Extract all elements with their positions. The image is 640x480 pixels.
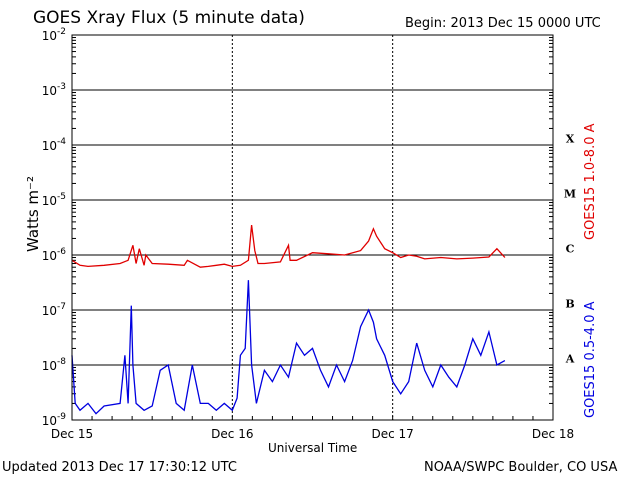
legend-short-wavelength: GOES15 0.5-4.0 A — [583, 301, 598, 418]
legend-long-wavelength: GOES15 1.0-8.0 A — [583, 123, 598, 240]
flare-class-label: B — [565, 298, 574, 311]
series-long-line — [71, 225, 506, 268]
plot-frame — [71, 34, 554, 421]
flare-class-label: X — [566, 133, 575, 146]
y-tick-label: 10-2 — [42, 27, 66, 43]
x-tick-label: Dec 17 — [372, 427, 414, 441]
data-series — [71, 225, 506, 415]
credit-text: NOAA/SWPC Boulder, CO USA — [424, 460, 618, 475]
y-tick-label: 10-5 — [42, 192, 66, 208]
y-tick-labels: 10-2 10-3 10-4 10-5 10-6 10-7 10-8 10-9 — [42, 27, 67, 428]
chart-title: GOES Xray Flux (5 minute data) — [33, 8, 305, 28]
y-tick-label: 10-4 — [42, 137, 67, 153]
begin-time: Begin: 2013 Dec 15 0000 UTC — [405, 16, 601, 31]
flare-class-label: C — [566, 243, 575, 256]
x-tick-labels: Dec 15 Dec 16 Dec 17 Dec 18 — [51, 427, 574, 441]
y-tick-label: 10-9 — [42, 412, 67, 428]
x-tick-label: Dec 18 — [532, 427, 574, 441]
flare-class-labels: X M C B A — [564, 133, 576, 366]
updated-timestamp: Updated 2013 Dec 17 17:30:12 UTC — [2, 460, 237, 475]
y-axis-label: Watts m⁻² — [24, 176, 42, 252]
flare-class-label: A — [565, 353, 575, 366]
y-tick-label: 10-6 — [42, 247, 67, 263]
x-axis-label: Universal Time — [268, 441, 358, 455]
x-tick-label: Dec 16 — [211, 427, 253, 441]
flare-class-label: M — [564, 188, 576, 201]
y-tick-label: 10-8 — [42, 357, 67, 373]
y-tick-label: 10-7 — [42, 302, 66, 318]
y-tick-label: 10-3 — [42, 82, 66, 98]
x-tick-label: Dec 15 — [51, 427, 93, 441]
grid — [71, 34, 554, 421]
series-short-line — [71, 280, 506, 415]
